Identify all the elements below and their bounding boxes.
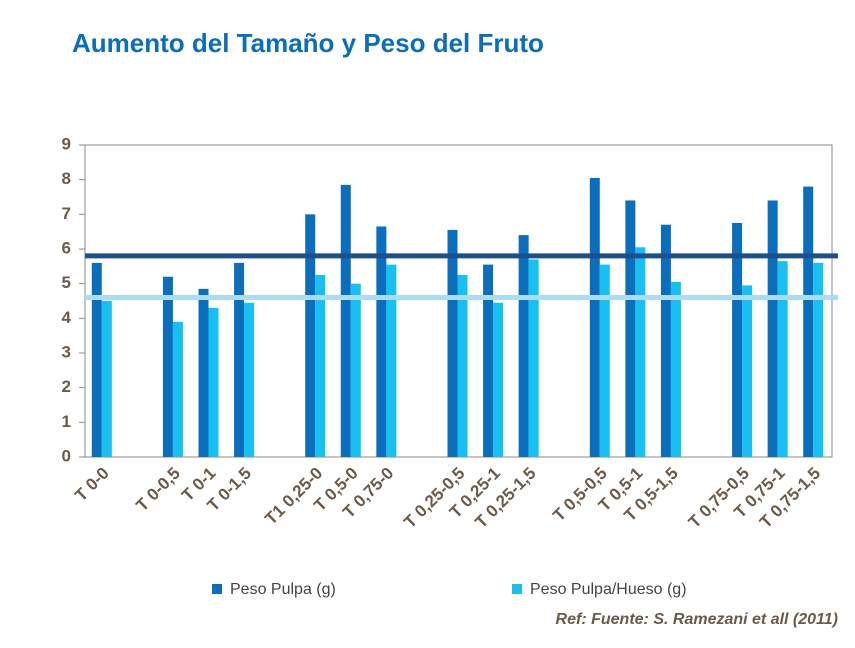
bar — [599, 264, 610, 457]
y-tick-label: 9 — [62, 134, 71, 153]
bar — [625, 200, 636, 457]
bar — [635, 247, 646, 457]
legend-swatch — [512, 584, 522, 594]
bar — [315, 275, 326, 457]
bar — [589, 177, 600, 457]
y-tick-label: 6 — [62, 238, 71, 257]
bar — [208, 307, 219, 457]
bar — [483, 264, 494, 457]
y-tick-label: 4 — [62, 308, 72, 327]
bar — [305, 214, 316, 457]
bar — [340, 184, 351, 457]
source-note: Ref: Fuente: S. Ramezani et all (2011) — [556, 611, 838, 628]
bar — [457, 275, 468, 457]
bar — [732, 223, 743, 457]
bar — [172, 321, 183, 457]
bar — [813, 262, 824, 457]
legend-swatch — [212, 584, 222, 594]
y-tick-label: 0 — [62, 446, 71, 465]
x-tick-label: T 0-0,5 — [132, 464, 184, 516]
y-tick-label: 5 — [62, 273, 71, 292]
bar — [767, 200, 778, 457]
bar — [742, 285, 753, 457]
legend-label: Peso Pulpa/Hueso (g) — [530, 581, 687, 598]
bar — [528, 259, 539, 457]
bar — [101, 301, 112, 457]
y-tick-label: 2 — [62, 377, 71, 396]
y-tick-label: 1 — [62, 412, 71, 431]
chart-title: Aumento del Tamaño y Peso del Fruto — [72, 28, 544, 58]
bar — [91, 262, 102, 457]
bar — [660, 224, 671, 457]
bar — [386, 264, 397, 457]
y-tick-label: 3 — [62, 342, 71, 361]
bar — [518, 235, 529, 457]
y-tick-label: 8 — [62, 169, 71, 188]
bar — [234, 262, 245, 457]
bar — [162, 276, 173, 457]
bar — [777, 261, 788, 457]
bar — [670, 281, 681, 457]
legend-label: Peso Pulpa (g) — [230, 581, 336, 598]
bar — [244, 302, 255, 457]
bar — [376, 226, 387, 457]
x-tick-label: T 0-0 — [71, 464, 112, 505]
bar — [198, 288, 209, 457]
bar — [803, 186, 814, 457]
y-tick-label: 7 — [62, 204, 71, 223]
bar — [447, 229, 458, 457]
bar — [350, 283, 361, 457]
bar — [493, 302, 504, 457]
